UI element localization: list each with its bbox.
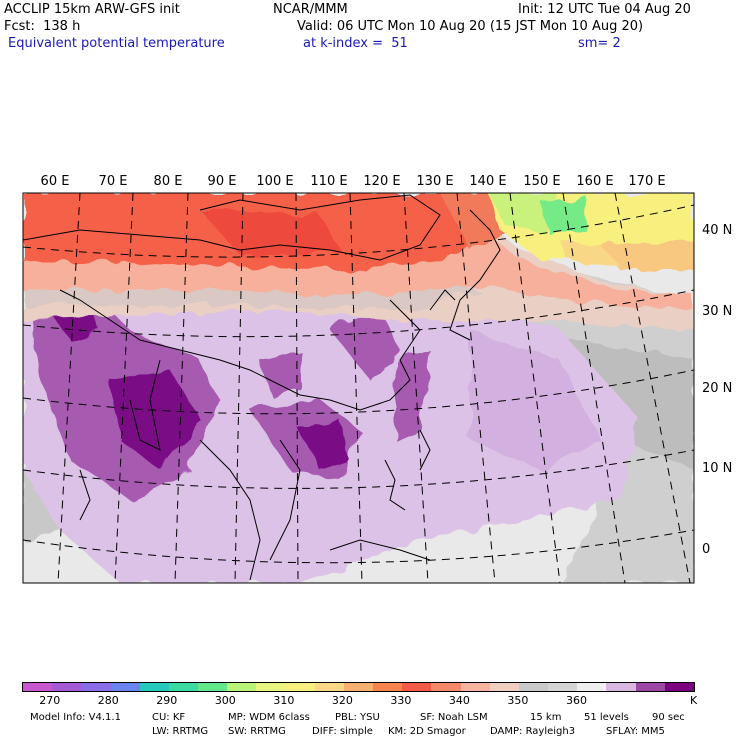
lat-label: 0: [702, 542, 710, 557]
colorbar-swatch: [635, 683, 665, 691]
coastlines: [23, 194, 501, 581]
lat-label: 20 N: [702, 381, 732, 396]
colorbar-tick-label: 290: [156, 694, 178, 707]
colorbar-swatch: [577, 683, 607, 691]
footer-mp: MP: WDM 6class: [228, 712, 310, 723]
colorbar-swatch: [460, 683, 490, 691]
colorbar-swatch: [431, 683, 461, 691]
footer-km: KM: 2D Smagor: [388, 726, 466, 737]
lon-label: 150 E: [523, 174, 560, 189]
colorbar: [22, 682, 695, 692]
lat-label: 40 N: [702, 223, 732, 238]
latitude-labels: 40 N 30 N 20 N 10 N 0: [702, 223, 732, 557]
footer-sw: SW: RRTMG: [228, 726, 286, 737]
footer-timestep: 90 sec: [652, 712, 685, 723]
colorbar-tick-label: 310: [273, 694, 295, 707]
colorbar-tick-label: 330: [390, 694, 412, 707]
colorbar-swatch: [285, 683, 315, 691]
lon-label: 70 E: [99, 174, 128, 189]
level-index: at k-index = 51: [303, 36, 408, 51]
forecast-hour: Fcst: 138 h: [4, 19, 81, 34]
lon-label: 100 E: [256, 174, 293, 189]
lat-label: 30 N: [702, 304, 732, 319]
colorbar-swatch: [489, 683, 519, 691]
smoothing: sm= 2: [578, 36, 621, 51]
lon-label: 110 E: [310, 174, 347, 189]
colorbar-swatch: [518, 683, 549, 691]
colorbar-tick-label: 320: [331, 694, 353, 707]
model-title: ACCLIP 15km ARW-GFS init: [4, 2, 180, 17]
colorbar-swatch: [402, 683, 432, 691]
colorbar-swatch: [343, 683, 374, 691]
lon-label: 130 E: [416, 174, 453, 189]
colorbar-swatch: [198, 683, 228, 691]
footer-levels: 51 levels: [584, 712, 629, 723]
org-label: NCAR/MMM: [273, 2, 348, 17]
valid-time: Valid: 06 UTC Mon 10 Aug 20 (15 JST Mon …: [297, 19, 644, 34]
colorbar-swatch: [256, 683, 286, 691]
init-time: Init: 12 UTC Tue 04 Aug 20: [518, 2, 691, 17]
footer-damp: DAMP: Rayleigh3: [490, 726, 576, 737]
colorbar-swatch: [227, 683, 257, 691]
colorbar-tick-label: 360: [565, 694, 587, 707]
colorbar-tick-label: 280: [97, 694, 119, 707]
lon-label: 170 E: [628, 174, 665, 189]
colorbar-swatch: [52, 683, 82, 691]
colorbar-swatch: [548, 683, 578, 691]
colorbar-unit: K: [690, 694, 698, 707]
footer-model-info: Model Info: V4.1.1: [30, 712, 121, 723]
colorbar-swatch: [23, 683, 53, 691]
footer-resolution: 15 km: [530, 712, 562, 723]
colorbar-swatch: [110, 683, 140, 691]
footer-sf: SF: Noah LSM: [420, 712, 488, 723]
colorbar-swatch: [606, 683, 636, 691]
colorbar-swatch: [168, 683, 199, 691]
lon-label: 60 E: [41, 174, 70, 189]
colorbar-tick-label: 350: [507, 694, 529, 707]
colorbar-tick-label: 300: [214, 694, 236, 707]
lon-label: 140 E: [469, 174, 506, 189]
footer-cu: CU: KF: [152, 712, 186, 723]
colorbar-swatch: [373, 683, 403, 691]
graticule: [23, 193, 694, 583]
colorbar-swatch: [81, 683, 111, 691]
lon-label: 80 E: [154, 174, 183, 189]
footer-pbl: PBL: YSU: [335, 712, 380, 723]
lon-label: 160 E: [576, 174, 613, 189]
lon-label: 120 E: [363, 174, 400, 189]
longitude-labels: 60 E 70 E 80 E 90 E 100 E 110 E 120 E 130 E 140 …: [41, 174, 666, 189]
colorbar-swatch: [139, 683, 169, 691]
colorbar-swatch: [664, 683, 694, 691]
footer-lw: LW: RRTMG: [152, 726, 209, 737]
field-name: Equivalent potential temperature: [8, 36, 225, 51]
theta-e-field: [23, 193, 694, 583]
colorbar-tick-label: 340: [448, 694, 470, 707]
colorbar-tick-label: 270: [39, 694, 61, 707]
footer-diff: DIFF: simple: [312, 726, 373, 737]
map-frame: [22, 192, 695, 584]
colorbar-swatch: [314, 683, 344, 691]
lat-label: 10 N: [702, 461, 732, 476]
footer-sflay: SFLAY: MM5: [606, 726, 665, 737]
lon-label: 90 E: [208, 174, 237, 189]
